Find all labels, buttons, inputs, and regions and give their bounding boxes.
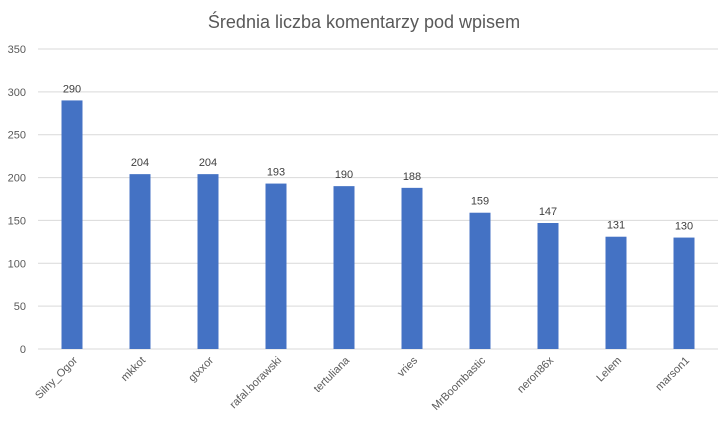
data-label: 204 bbox=[199, 157, 217, 169]
bar bbox=[605, 236, 627, 349]
bar bbox=[333, 186, 355, 349]
y-tick-label: 100 bbox=[8, 258, 26, 270]
data-label: 159 bbox=[471, 196, 489, 208]
bar bbox=[469, 212, 491, 349]
data-label: 193 bbox=[267, 167, 285, 179]
data-label: 204 bbox=[131, 157, 149, 169]
x-category-label: vries bbox=[395, 354, 420, 379]
data-label: 147 bbox=[539, 206, 557, 218]
gridlines bbox=[38, 48, 718, 350]
y-tick-label: 300 bbox=[8, 87, 26, 99]
data-labels: 290 204 204 193 190 188 159 147 131 130 bbox=[63, 83, 693, 232]
x-category-label: mkkot bbox=[119, 355, 148, 384]
y-axis-tick-labels: 0 50 100 150 200 250 300 350 bbox=[8, 44, 26, 356]
chart-title: Średnia liczba komentarzy pod wpisem bbox=[208, 11, 520, 32]
bar bbox=[265, 183, 287, 349]
data-label: 190 bbox=[335, 169, 353, 181]
y-tick-label: 250 bbox=[8, 130, 26, 142]
y-tick-label: 50 bbox=[14, 301, 26, 313]
bar bbox=[537, 223, 559, 349]
bar bbox=[197, 174, 219, 349]
data-label: 130 bbox=[675, 221, 693, 233]
data-label: 290 bbox=[63, 83, 81, 95]
x-category-label: neron86x bbox=[515, 354, 556, 395]
x-category-label: MrBoombastic bbox=[430, 354, 489, 413]
bar bbox=[61, 100, 83, 349]
x-category-label: Silny_Ogor bbox=[33, 354, 80, 401]
x-axis-category-labels: Silny_Ogor mkkot gtxxor rafal.borawski tertu… bbox=[33, 354, 692, 413]
data-label: 188 bbox=[403, 171, 421, 183]
x-category-label: Lelem bbox=[594, 355, 624, 385]
x-category-label: marson1 bbox=[653, 355, 692, 394]
bar bbox=[401, 187, 423, 349]
x-category-label: gtxxor bbox=[186, 354, 216, 384]
x-category-label: rafal.borawski bbox=[228, 355, 284, 411]
y-tick-label: 200 bbox=[8, 173, 26, 185]
bars bbox=[61, 100, 695, 349]
bar bbox=[673, 237, 695, 349]
data-label: 131 bbox=[607, 220, 625, 232]
bar bbox=[129, 174, 151, 349]
x-category-label: tertuliana bbox=[312, 354, 353, 395]
y-tick-label: 0 bbox=[20, 344, 26, 356]
y-tick-label: 350 bbox=[8, 44, 26, 56]
y-tick-label: 150 bbox=[8, 215, 26, 227]
